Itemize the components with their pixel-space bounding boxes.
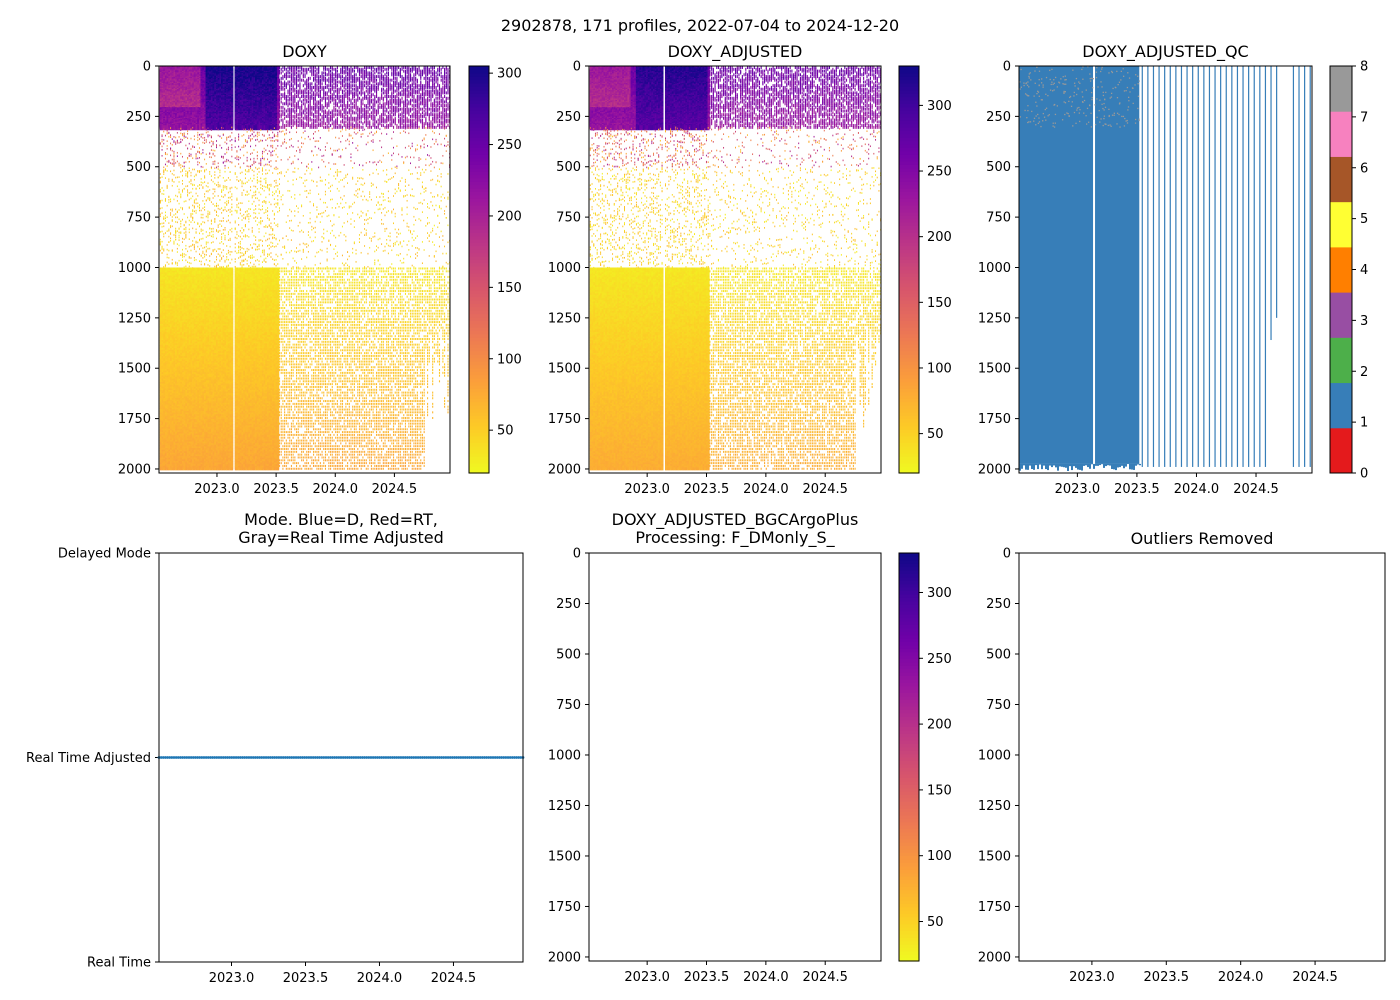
data-dot bbox=[162, 176, 163, 178]
data-dot bbox=[160, 181, 161, 183]
data-dot bbox=[163, 128, 164, 130]
data-dot bbox=[162, 146, 163, 148]
data-dot bbox=[163, 216, 164, 218]
data-cell bbox=[160, 125, 162, 130]
data-dot bbox=[163, 167, 164, 169]
data-dot bbox=[163, 131, 164, 133]
data-dot bbox=[162, 141, 163, 143]
y-tick-label: 1250 bbox=[118, 311, 151, 326]
data-dot bbox=[163, 193, 164, 195]
data-dot bbox=[163, 173, 164, 175]
figure-canvas: 2023.0 2023.5 2024.0 2024.5 0 250 500 750 1000 12… bbox=[0, 0, 1400, 1000]
panel-title: DOXY bbox=[282, 42, 327, 61]
data-dot bbox=[162, 139, 163, 141]
y-tick-label: 250 bbox=[126, 110, 151, 125]
data-dot bbox=[162, 193, 163, 195]
data-dot bbox=[163, 250, 164, 252]
data-dot bbox=[162, 231, 163, 233]
data-dot bbox=[160, 208, 161, 210]
y-tick-label: 2000 bbox=[118, 462, 151, 477]
data-dot bbox=[163, 143, 164, 145]
x-tick-label: 2023.5 bbox=[253, 482, 299, 497]
data-dot bbox=[163, 218, 164, 220]
y-tick-label: 500 bbox=[126, 160, 151, 175]
data-dot bbox=[160, 250, 161, 252]
y-tick-label: 0 bbox=[143, 60, 151, 75]
data-dot bbox=[162, 212, 163, 214]
data-dot bbox=[163, 222, 164, 224]
data-dot bbox=[160, 191, 161, 193]
data-dot bbox=[163, 226, 164, 228]
data-dot bbox=[162, 223, 163, 225]
data-dot bbox=[160, 214, 161, 216]
y-tick-label: 1500 bbox=[118, 362, 151, 377]
data-cell bbox=[160, 467, 162, 470]
data-dot bbox=[160, 239, 161, 241]
data-dot bbox=[160, 189, 161, 191]
y-tick-label: 1000 bbox=[118, 261, 151, 276]
data-dot bbox=[162, 135, 163, 137]
x-tick-label: 2024.0 bbox=[313, 482, 359, 497]
data-dot bbox=[163, 236, 164, 238]
data-dot bbox=[162, 207, 163, 209]
data-dot bbox=[162, 200, 163, 202]
data-dot bbox=[163, 190, 164, 192]
data-dot bbox=[162, 187, 163, 189]
data-dot bbox=[160, 201, 161, 203]
data-dot bbox=[160, 177, 161, 179]
data-dot bbox=[160, 223, 161, 225]
data-dot bbox=[163, 233, 164, 235]
data-dot bbox=[162, 247, 163, 249]
data-cell bbox=[162, 467, 164, 470]
y-tick-label: 750 bbox=[126, 211, 151, 226]
data-dot bbox=[162, 252, 163, 254]
data-dot bbox=[163, 248, 164, 250]
x-tick-label: 2023.0 bbox=[194, 482, 240, 497]
data-dot bbox=[162, 241, 163, 243]
heatmap-cells bbox=[160, 66, 450, 470]
data-dot bbox=[163, 139, 164, 141]
data-dot bbox=[163, 266, 164, 268]
data-dot bbox=[160, 142, 161, 144]
data-dot bbox=[160, 241, 161, 243]
data-dot bbox=[160, 243, 161, 245]
panel-doxy: 2023.0 2023.5 2024.0 2024.5 0 250 500 750 1000 12… bbox=[118, 42, 450, 497]
data-dot bbox=[160, 231, 161, 233]
data-cell bbox=[163, 467, 165, 470]
data-cell bbox=[162, 125, 164, 130]
x-tick-label: 2024.5 bbox=[372, 482, 418, 497]
data-dot bbox=[160, 215, 161, 217]
data-dot bbox=[160, 173, 161, 175]
data-dot bbox=[163, 169, 164, 171]
data-dot bbox=[162, 155, 163, 157]
y-tick-label: 1750 bbox=[118, 412, 151, 427]
data-dot bbox=[162, 149, 163, 151]
data-dot bbox=[162, 226, 163, 228]
